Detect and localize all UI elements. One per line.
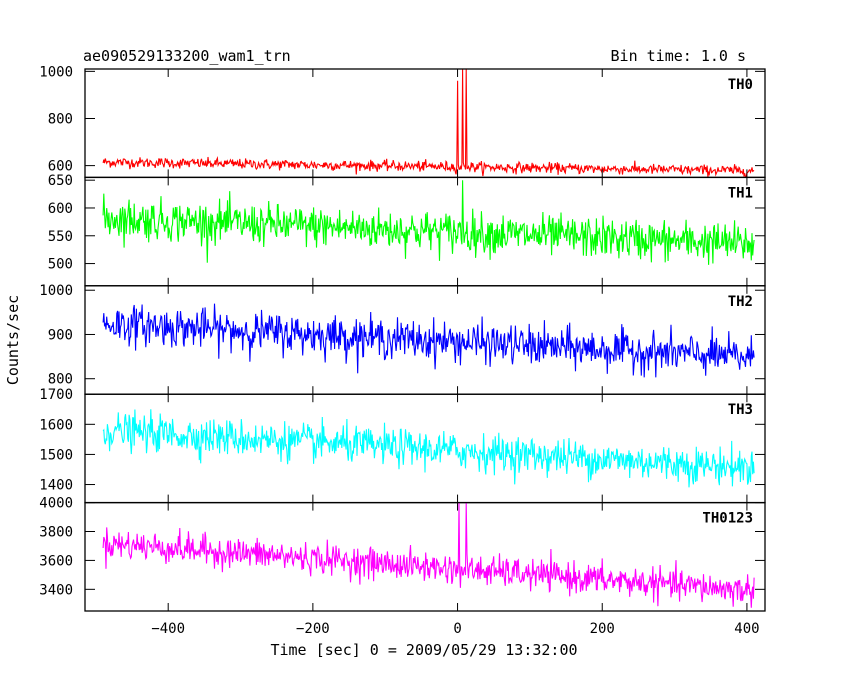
x-tick-label: 400	[734, 621, 759, 637]
panel-frame-th0123	[84, 501, 766, 612]
series-line-th0	[102, 69, 755, 178]
y-tick-label: 500	[48, 257, 73, 273]
y-tick-label: 800	[48, 111, 73, 127]
y-tick-label: 1500	[39, 447, 73, 463]
x-tick-label: 0	[453, 621, 461, 637]
panel-label-th0: TH0	[728, 77, 753, 93]
panel-label-th2: TH2	[728, 294, 753, 310]
y-tick-label: 1000	[39, 64, 73, 80]
y-tick-label: 1600	[39, 417, 73, 433]
panel-label-th1: TH1	[728, 185, 753, 201]
y-tick-label: 3400	[39, 582, 73, 598]
y-tick-label: 3800	[39, 525, 73, 541]
y-tick-label: 1400	[39, 478, 73, 494]
bin-time-label: Bin time: 1.0 s	[611, 47, 746, 65]
y-tick-label: 550	[48, 229, 73, 245]
y-tick-label: 1000	[39, 283, 73, 299]
x-tick-label: 200	[590, 621, 615, 637]
y-tick-label: 1700	[39, 387, 73, 403]
y-tick-label: 600	[48, 159, 73, 175]
chart-title: ae090529133200_wam1_trn	[83, 47, 291, 65]
y-tick-label: 600	[48, 201, 73, 217]
y-tick-label: 3600	[39, 553, 73, 569]
y-tick-label: 800	[48, 372, 73, 388]
series-line-th2	[102, 303, 755, 378]
x-tick-label: −200	[296, 621, 330, 637]
y-tick-label: 900	[48, 327, 73, 343]
y-axis-label: Counts/sec	[4, 295, 22, 385]
panel-label-th0123: TH0123	[702, 511, 753, 527]
x-tick-label: −400	[151, 621, 185, 637]
x-axis-label: Time [sec] 0 = 2009/05/29 13:32:00	[270, 641, 577, 659]
panels-group: 6008001000TH0500550600650TH18009001000TH…	[39, 64, 766, 637]
y-tick-label: 4000	[39, 496, 73, 512]
y-tick-label: 650	[48, 173, 73, 189]
series-line-th0123	[102, 502, 755, 608]
panel-frame-th2	[84, 285, 766, 395]
series-line-th3	[102, 409, 755, 488]
panel-label-th3: TH3	[728, 402, 753, 418]
series-line-th1	[102, 180, 755, 265]
